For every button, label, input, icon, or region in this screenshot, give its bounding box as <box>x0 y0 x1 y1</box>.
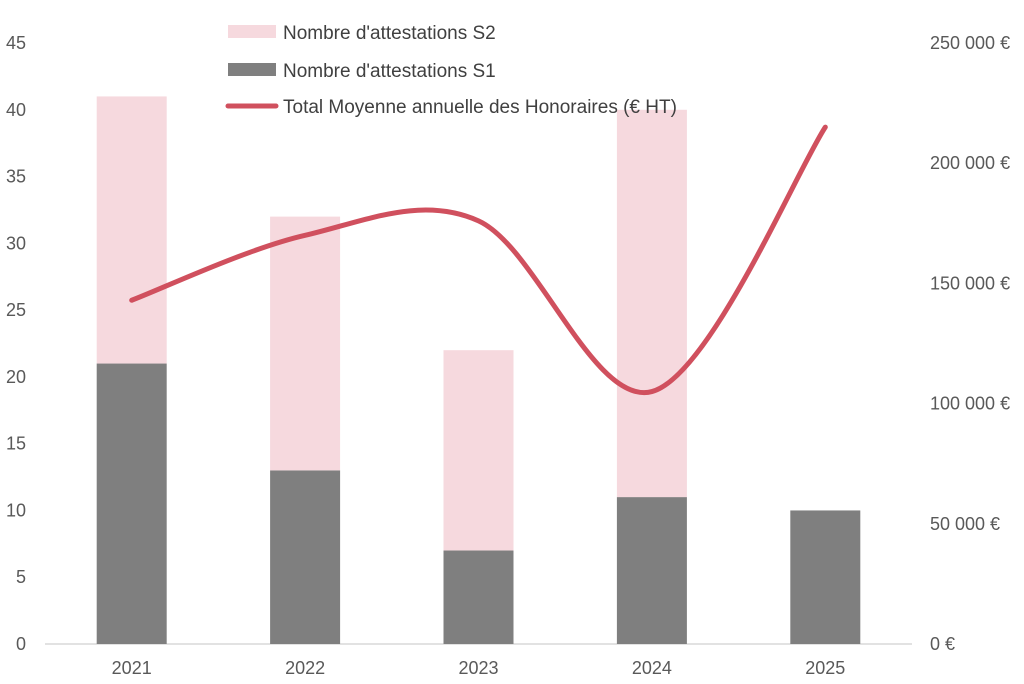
x-tick-label: 2023 <box>458 658 498 678</box>
bar-s1-2022 <box>270 470 341 644</box>
bar-s2-2023 <box>443 350 514 551</box>
y-left-axis: 0 5 10 15 20 25 30 35 40 45 <box>6 33 26 654</box>
y-right-tick-label: 50 000 € <box>930 514 1000 534</box>
x-tick-label: 2021 <box>112 658 152 678</box>
legend-swatch-s1 <box>228 63 276 76</box>
x-tick-label: 2024 <box>632 658 672 678</box>
legend-label-s2: Nombre d'attestations S2 <box>283 23 496 44</box>
bar-s1-2023 <box>443 550 514 644</box>
y-left-tick-label: 5 <box>16 567 26 587</box>
bar-s1-2025 <box>790 510 861 644</box>
legend-label-line: Total Moyenne annuelle des Honoraires (€… <box>283 97 677 118</box>
y-left-tick-label: 15 <box>6 434 26 454</box>
bar-s2-2024 <box>616 109 687 498</box>
y-left-tick-label: 25 <box>6 300 26 320</box>
y-right-axis: 0 € 50 000 € 100 000 € 150 000 € 200 000 € 25… <box>930 33 1010 654</box>
x-tick-label: 2022 <box>285 658 325 678</box>
bar-s2-2022 <box>270 216 341 471</box>
legend-swatch-s2 <box>228 25 276 38</box>
bar-s1-2021 <box>96 363 167 644</box>
y-right-tick-label: 0 € <box>930 634 955 654</box>
y-right-tick-label: 150 000 € <box>930 273 1010 293</box>
bar-s1-2024 <box>616 497 687 644</box>
legend: Nombre d'attestations S2 Nombre d'attest… <box>225 23 677 118</box>
y-left-tick-label: 35 <box>6 167 26 187</box>
y-left-tick-label: 20 <box>6 367 26 387</box>
honoraires-line <box>129 124 828 396</box>
y-left-tick-label: 30 <box>6 233 26 253</box>
y-left-tick-label: 40 <box>6 100 26 120</box>
bar-s2-2021 <box>96 96 167 364</box>
x-axis: 2021 2022 2023 2024 2025 <box>112 658 846 678</box>
x-tick-label: 2025 <box>805 658 845 678</box>
y-right-tick-label: 250 000 € <box>930 33 1010 53</box>
legend-label-s1: Nombre d'attestations S1 <box>283 61 496 82</box>
y-right-tick-label: 100 000 € <box>930 394 1010 414</box>
y-left-tick-label: 45 <box>6 33 26 53</box>
bars <box>96 96 861 644</box>
y-right-tick-label: 200 000 € <box>930 153 1010 173</box>
y-left-tick-label: 10 <box>6 500 26 520</box>
y-left-tick-label: 0 <box>16 634 26 654</box>
line-series <box>129 124 828 396</box>
